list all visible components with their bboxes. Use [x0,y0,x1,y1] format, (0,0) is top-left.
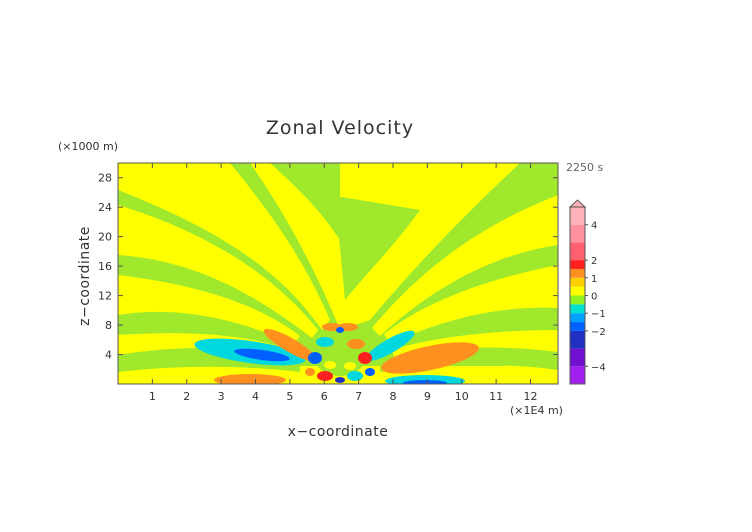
contour-region [316,337,334,347]
contour-region [384,265,558,344]
colorbar-segment [570,366,585,384]
x-tick-label: 2 [183,390,190,403]
contour-region [317,371,333,381]
x-tick-label: 5 [286,390,293,403]
contour-region [312,328,368,376]
colorbar-segment [570,260,585,269]
x-tick-label: 10 [455,390,469,403]
colorbar-segment [570,322,585,331]
y-tick-label: 4 [105,349,112,362]
contour-region [305,368,315,376]
y-tick-label: 20 [98,231,112,244]
x-tick-label: 1 [149,390,156,403]
contour-region [344,362,356,370]
colorbar-tick-label: −2 [591,327,606,338]
colorbar: 4 2 1 0 −1 −2 −4 [568,199,606,385]
contour-region [118,205,318,338]
colorbar-tick-label: 2 [591,256,597,267]
x-tick-label: 3 [218,390,225,403]
contour-region [372,195,558,336]
colorbar-segment [570,286,585,296]
contour-region [324,361,336,369]
contour-region [335,377,345,383]
x-axis: 1 2 3 4 5 6 7 8 9 10 11 12 [149,163,538,403]
colorbar-tick-label: 1 [591,274,597,285]
plot-frame [117,162,559,385]
y-tick-label: 8 [105,319,112,332]
contour-field [118,163,558,384]
contour-region [118,275,300,344]
x-tick-label: 8 [390,390,397,403]
y-tick-label: 16 [98,260,112,273]
colorbar-segment [570,224,585,243]
contour-region [358,352,372,364]
x-tick-label: 7 [355,390,362,403]
chart-title: Zonal Velocity [266,117,414,139]
colorbar-segment [570,348,585,367]
colorbar-extend-arrow [568,199,587,208]
y-unit-label: (×1000 m) [58,140,118,153]
x-axis-label: x−coordinate [288,424,389,440]
contour-region [365,330,415,362]
contour-region [381,342,479,374]
contour-region [347,371,363,381]
time-label: 2250 s [566,161,603,174]
contour-region [263,328,317,362]
colorbar-tick-label: 0 [591,292,597,303]
contour-region [336,327,344,333]
colorbar-tick-label: −4 [591,362,606,373]
y-axis: 4 8 12 16 20 24 28 [98,172,558,362]
colorbar-tick-label: 4 [591,221,597,232]
colorbar-segment [570,295,585,305]
contour-region [403,380,447,384]
x-tick-label: 9 [424,390,431,403]
x-tick-label: 11 [489,390,503,403]
y-tick-label: 28 [98,172,112,185]
colorbar-segment [570,330,585,349]
colorbar-segment [570,242,585,261]
plot-area [118,163,558,384]
x-tick-label: 4 [252,390,259,403]
y-tick-label: 12 [98,290,112,303]
y-axis-label: z−coordinate [77,226,93,326]
y-tick-label: 24 [98,201,112,214]
contour-region [347,339,365,349]
colorbar-segment [570,207,585,225]
contour-region [214,374,286,384]
colorbar-tick-label: −1 [591,309,606,320]
contour-region [270,163,340,240]
contour-region [335,196,420,300]
colorbar-segment [570,277,585,287]
x-tick-label: 12 [524,390,538,403]
colorbar-segment [570,304,585,314]
contour-region [234,348,290,362]
contour-region [118,163,330,330]
colorbar-segment [570,268,585,278]
x-tick-label: 6 [321,390,328,403]
colorbar-segment [570,313,585,323]
contour-region [365,368,375,376]
x-unit-label: (×1E4 m) [510,404,563,417]
contour-region [308,352,322,364]
